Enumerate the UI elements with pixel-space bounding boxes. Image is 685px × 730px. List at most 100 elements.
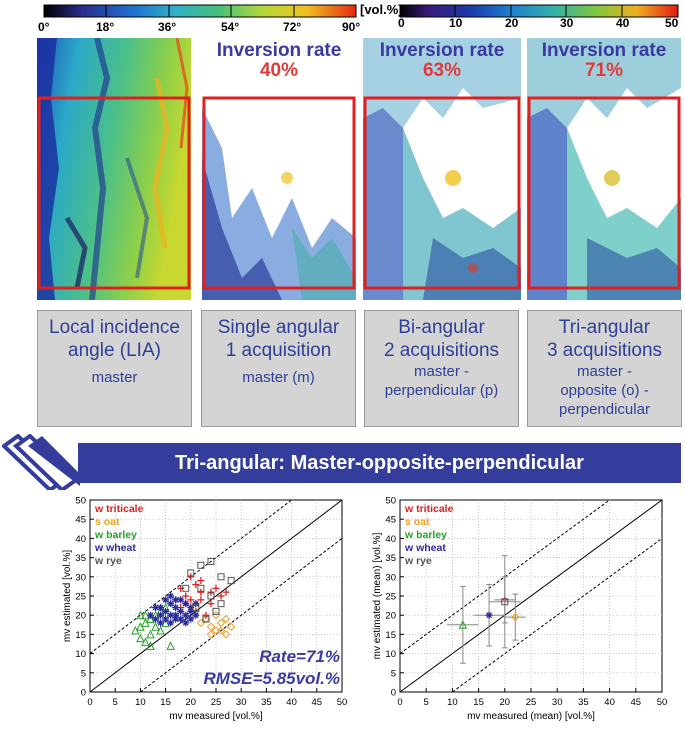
vol-tick-20: 20 (505, 16, 519, 30)
y-tick-label: 40 (75, 534, 86, 545)
x-tick-label: 5 (113, 697, 118, 708)
vol-colorbar (399, 4, 679, 18)
panel-tri-line5: perpendicular (559, 401, 650, 418)
data-point (187, 573, 195, 581)
data-point (217, 600, 225, 608)
data-point (207, 588, 215, 596)
data-point (152, 615, 160, 623)
data-point (141, 637, 150, 647)
legend-entry: w barley (94, 529, 137, 541)
data-point (192, 580, 200, 588)
lia-tick-54: 54° (221, 20, 240, 34)
mean-point (458, 620, 468, 629)
vol-tick-50: 50 (665, 16, 679, 30)
data-point (182, 611, 190, 619)
panel-single-line2: 1 acquisition (225, 340, 332, 361)
data-point (162, 596, 170, 604)
x-tick-label: 20 (186, 697, 197, 708)
panel-single-line3: master (m) (242, 369, 315, 386)
data-point (182, 619, 190, 627)
data-point (152, 604, 160, 612)
lia-tick-90: 90° (342, 20, 361, 34)
section-banner: Tri-angular: Master-opposite-perpendicul… (78, 443, 681, 483)
x-tick-label: 40 (604, 697, 615, 708)
y-tick-label: 45 (385, 515, 396, 526)
data-point (197, 588, 205, 596)
legend-entry: w triticale (404, 503, 454, 515)
x-tick-label: 15 (160, 697, 171, 708)
data-point (151, 622, 160, 631)
lower-bound-line (140, 538, 343, 693)
x-tick-label: 0 (397, 697, 402, 708)
vol-colorbar-strip (399, 4, 679, 18)
data-point (162, 607, 170, 615)
panel-bi-line3: master - (413, 363, 469, 380)
tri-roi-box (527, 96, 681, 290)
data-point (146, 611, 154, 619)
data-point (221, 630, 231, 639)
data-point (207, 600, 215, 608)
one-to-one-line (89, 499, 343, 693)
data-point (197, 584, 205, 592)
rate-annotation: Rate=71% (259, 647, 340, 666)
lia-colorbar-strip (43, 4, 357, 18)
lia-tick-0: 0° (38, 20, 50, 34)
x-tick-label: 15 (473, 697, 484, 708)
panel-tri-line3: master - (576, 363, 632, 380)
data-point (182, 600, 190, 608)
data-point (136, 633, 145, 643)
map-3-title: Inversion rate (379, 40, 505, 61)
x-tick-label: 10 (447, 697, 458, 708)
mean-point (511, 612, 520, 622)
data-point (226, 622, 236, 631)
x-tick-label: 30 (236, 697, 247, 708)
x-tick-label: 45 (631, 697, 642, 708)
single-roi-box (202, 96, 356, 290)
legend-entry: s oat (95, 516, 120, 528)
x-axis-label: mv measured [vol.%] (169, 711, 263, 722)
y-tick-label: 25 (385, 592, 396, 603)
x-tick-label: 35 (578, 697, 589, 708)
map-3-rate: 63% (422, 60, 462, 81)
y-tick-label: 30 (75, 572, 86, 583)
lia-tick-72: 72° (283, 20, 302, 34)
scatter-chart-mean: 0 5 10 15 20 25 30 35 40 45 50 0 5 10 15 20 25 30 35 40 45 50… (372, 496, 668, 723)
x-tick-label: 45 (312, 697, 323, 708)
data-point (157, 619, 165, 627)
panel-tri-line4: opposite (o) - (560, 382, 649, 399)
lia-roi-box (37, 96, 191, 290)
panel-bi: Bi-angular 2 acquisitions master - perpe… (364, 310, 519, 427)
data-point (187, 615, 195, 623)
x-tick-label: 0 (87, 697, 92, 708)
data-point (172, 615, 180, 623)
data-point (197, 596, 205, 604)
scatter-chart-all-fields: 0 5 10 15 20 25 30 35 40 45 50 0 5 10 15 20 25 30 35 40 45 50… (62, 496, 347, 723)
data-point (146, 629, 155, 639)
bi-angular-map-image (363, 38, 521, 300)
panel-single-line1: Single angular (217, 317, 340, 338)
x-tick-label: 50 (657, 697, 668, 708)
upper-bound-line (399, 499, 610, 655)
y-tick-label: 5 (81, 668, 86, 679)
panel-lia-line1: Local incidence (49, 317, 180, 338)
vol-tick-30: 30 (560, 16, 574, 30)
chevron-arrows-icon (2, 434, 80, 490)
data-point (197, 577, 205, 585)
data-point (156, 625, 165, 635)
y-tick-label: 15 (75, 630, 86, 641)
panel-lia: Local incidence angle (LIA) master (37, 310, 192, 427)
data-point (227, 577, 235, 585)
data-point (206, 630, 216, 639)
y-tick-label: 40 (385, 534, 396, 545)
vol-tick-10: 10 (449, 16, 463, 30)
panel-single: Single angular 1 acquisition master (m) (201, 310, 356, 427)
mean-point (485, 611, 493, 619)
data-point (187, 569, 195, 577)
map-4-rate: 71% (584, 60, 624, 81)
bi-roi-box (363, 96, 521, 290)
y-tick-label: 0 (81, 688, 86, 699)
x-tick-label: 25 (211, 697, 222, 708)
data-point (187, 596, 195, 604)
data-point (167, 600, 175, 608)
data-point (221, 614, 231, 624)
